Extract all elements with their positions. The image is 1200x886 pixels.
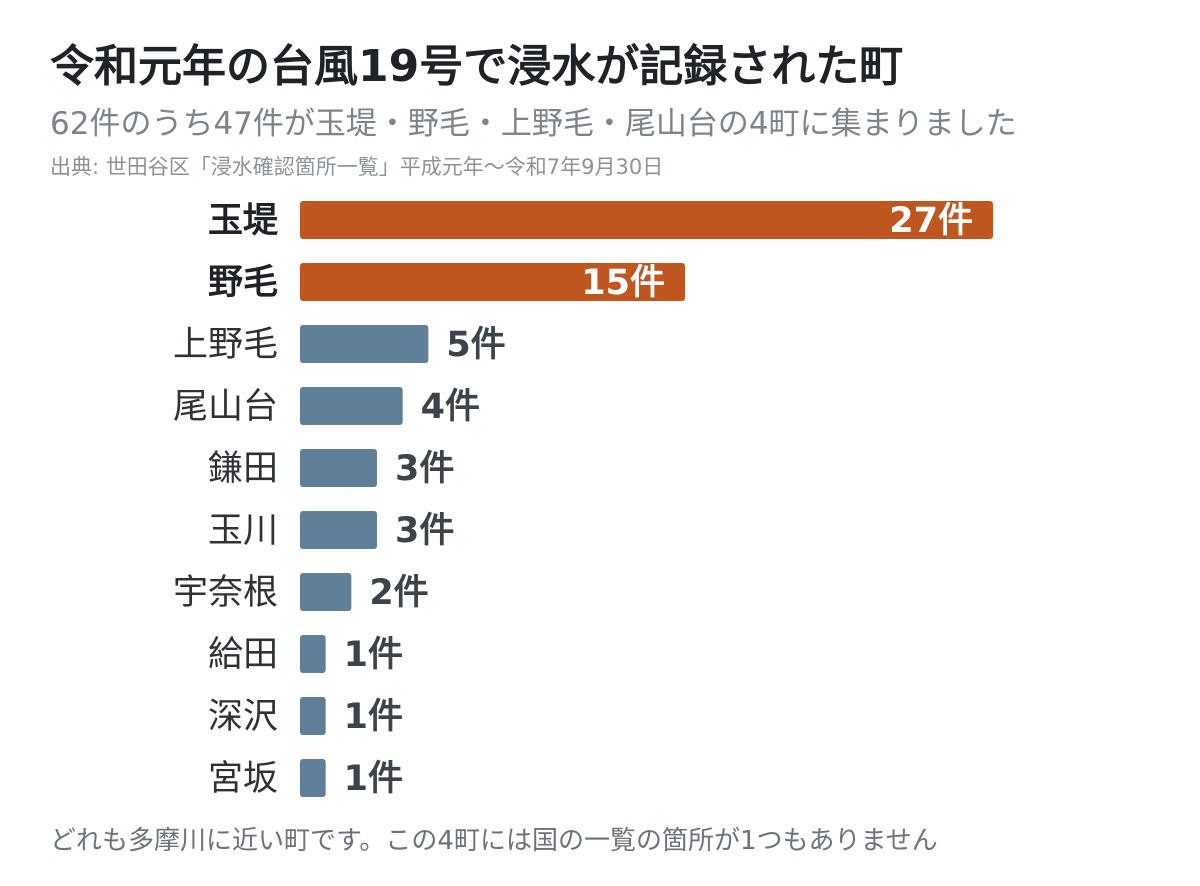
- category-label: 尾山台: [173, 387, 278, 427]
- data-label: 5件: [446, 325, 505, 365]
- data-label: 1件: [344, 635, 403, 675]
- category-label: 玉堤: [208, 201, 279, 241]
- data-label: 3件: [395, 449, 454, 489]
- category-label: 宇奈根: [173, 573, 278, 613]
- bar: [300, 759, 326, 797]
- category-label: 鎌田: [208, 449, 278, 489]
- data-label: 27件: [889, 201, 973, 241]
- chart-title: 令和元年の台風19号で浸水が記録された町: [50, 41, 904, 92]
- bar: [300, 325, 429, 363]
- bar: [300, 263, 685, 301]
- category-label: 宮坂: [208, 759, 278, 799]
- bar: [300, 449, 377, 487]
- data-label: 1件: [344, 697, 403, 737]
- chart-source: 出典: 世田谷区「浸水確認箇所一覧」平成元年〜令和7年9月30日: [50, 155, 664, 179]
- bar: [300, 573, 352, 611]
- category-label: 給田: [208, 635, 278, 675]
- chart-subtitle: 62件のうち47件が玉堤・野毛・上野毛・尾山台の4町に集まりました: [50, 106, 1017, 142]
- category-label: 深沢: [208, 697, 278, 737]
- bar: [300, 697, 326, 735]
- category-label: 玉川: [208, 511, 278, 551]
- chart-footnote: どれも多摩川に近い町です。この4町には国の一覧の箇所が1つもありません: [50, 826, 938, 856]
- category-label: 野毛: [208, 263, 278, 303]
- data-label: 3件: [395, 511, 454, 551]
- bar: [300, 387, 403, 425]
- category-label: 上野毛: [173, 325, 278, 365]
- data-label: 2件: [369, 573, 428, 613]
- data-label: 4件: [421, 387, 480, 427]
- bar: [300, 635, 326, 673]
- bar: [300, 511, 377, 549]
- data-label: 1件: [344, 759, 403, 799]
- data-label: 15件: [581, 263, 665, 303]
- bar: [300, 201, 993, 239]
